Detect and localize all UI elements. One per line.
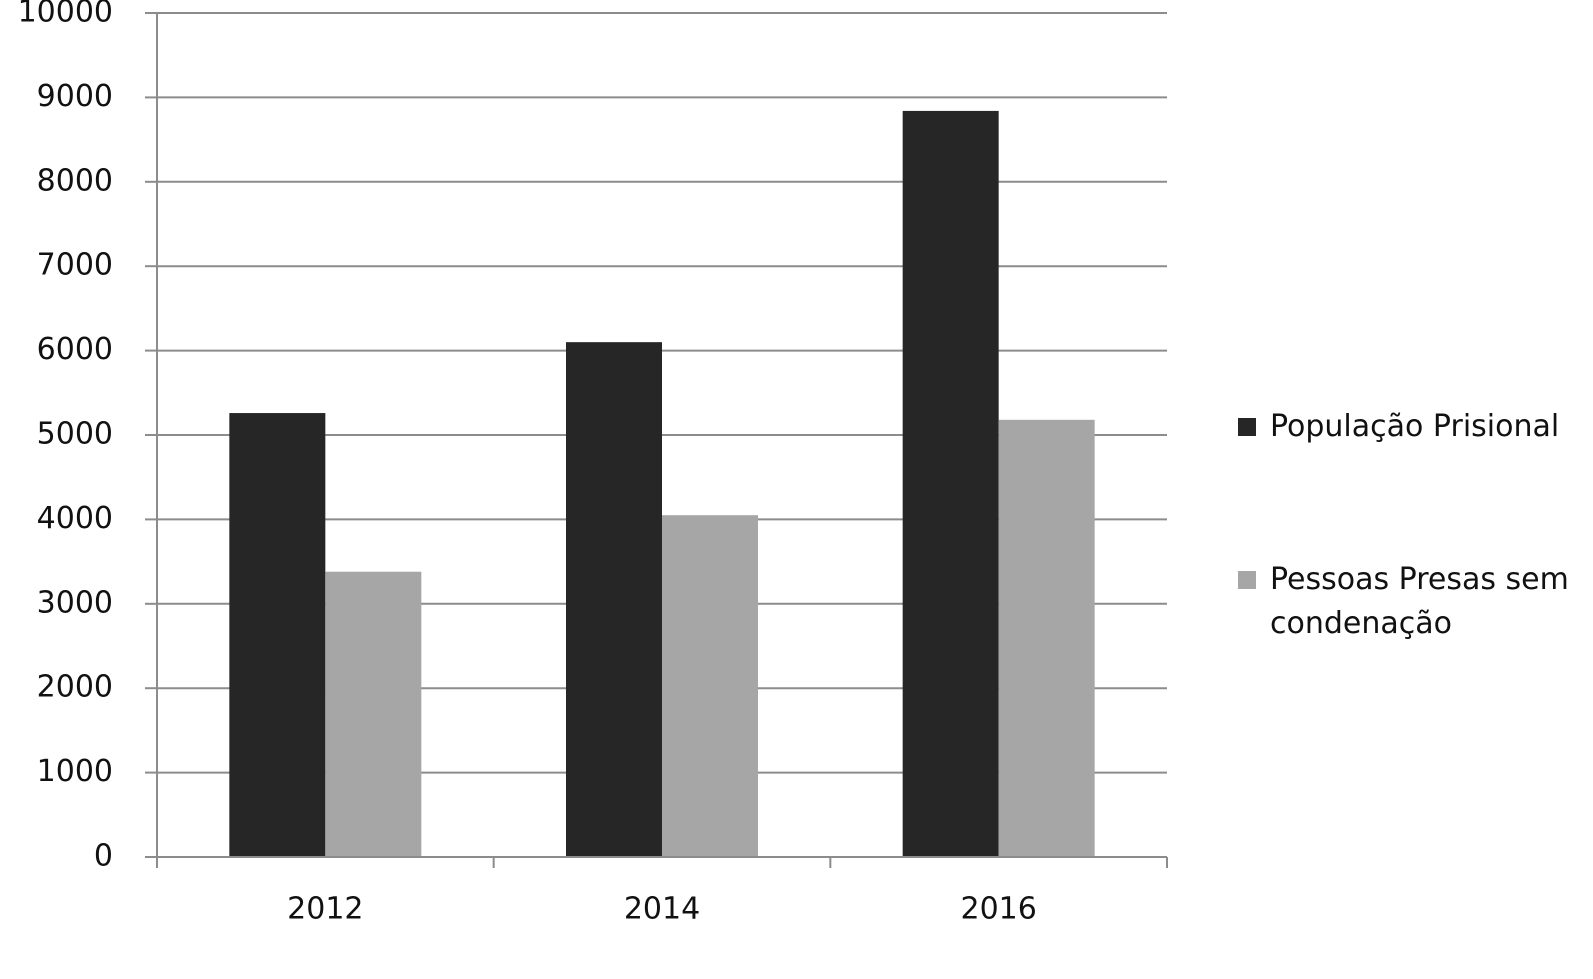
y-tick-label: 9000 [37, 79, 113, 114]
legend-swatch [1238, 418, 1256, 436]
y-tick-label: 0 [94, 839, 113, 874]
bar [325, 571, 422, 857]
bar [662, 515, 758, 857]
x-tick-label: 2016 [960, 892, 1036, 927]
legend-item: Pessoas Presas sem condenação [1238, 558, 1580, 646]
legend-label: População Prisional [1270, 409, 1560, 444]
legend-label: Pessoas Presas sem condenação [1270, 562, 1569, 641]
bar [998, 419, 1095, 857]
y-tick-label: 5000 [37, 417, 113, 452]
y-tick-label: 3000 [37, 585, 113, 620]
bar [902, 110, 999, 858]
x-tick-label: 2012 [287, 892, 363, 927]
legend-swatch [1238, 571, 1256, 589]
bar [229, 413, 326, 857]
y-tick-label: 8000 [37, 163, 113, 198]
y-tick-label: 10000 [18, 0, 113, 30]
legend-item: População Prisional [1238, 405, 1580, 449]
y-tick-label: 1000 [37, 754, 113, 789]
y-tick-label: 4000 [37, 501, 113, 536]
y-tick-label: 2000 [37, 670, 113, 705]
y-tick-label: 7000 [37, 248, 113, 283]
x-tick-label: 2014 [624, 892, 700, 927]
y-tick-label: 6000 [37, 332, 113, 367]
bar [566, 342, 662, 857]
